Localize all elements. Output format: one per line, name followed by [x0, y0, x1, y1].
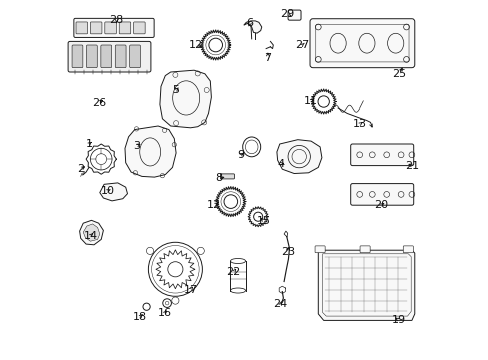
Text: 5: 5: [172, 85, 179, 95]
Text: 18: 18: [133, 312, 147, 322]
Text: 2: 2: [77, 164, 84, 174]
FancyBboxPatch shape: [359, 246, 369, 253]
Text: 23: 23: [280, 247, 294, 257]
FancyBboxPatch shape: [119, 22, 130, 34]
FancyBboxPatch shape: [68, 41, 151, 72]
Polygon shape: [83, 224, 100, 241]
Text: 29: 29: [280, 9, 294, 19]
Text: 12: 12: [188, 40, 203, 50]
Text: 13: 13: [352, 119, 366, 129]
FancyBboxPatch shape: [314, 246, 325, 253]
Text: 19: 19: [391, 315, 406, 325]
Polygon shape: [80, 220, 103, 245]
FancyBboxPatch shape: [76, 22, 87, 34]
FancyBboxPatch shape: [86, 45, 97, 68]
FancyBboxPatch shape: [90, 22, 102, 34]
Text: 6: 6: [246, 18, 253, 28]
Text: 10: 10: [101, 186, 115, 196]
Polygon shape: [100, 183, 127, 201]
Text: 1: 1: [85, 139, 92, 149]
Text: 26: 26: [91, 98, 105, 108]
Polygon shape: [318, 250, 414, 320]
Text: 24: 24: [273, 299, 287, 309]
FancyBboxPatch shape: [350, 144, 413, 166]
Text: 28: 28: [109, 15, 123, 25]
Text: 7: 7: [264, 53, 271, 63]
FancyBboxPatch shape: [287, 10, 301, 20]
Text: 15: 15: [257, 216, 271, 226]
Polygon shape: [125, 126, 176, 177]
FancyBboxPatch shape: [129, 45, 140, 68]
Polygon shape: [244, 21, 261, 33]
FancyBboxPatch shape: [220, 174, 234, 179]
Text: 21: 21: [404, 161, 418, 171]
Text: 12: 12: [206, 200, 221, 210]
FancyBboxPatch shape: [309, 19, 414, 68]
Text: 11: 11: [304, 96, 318, 106]
Text: 4: 4: [276, 159, 284, 169]
FancyBboxPatch shape: [74, 18, 154, 37]
Text: 16: 16: [157, 308, 171, 318]
Polygon shape: [160, 70, 211, 128]
FancyBboxPatch shape: [104, 22, 116, 34]
FancyBboxPatch shape: [403, 246, 412, 253]
FancyBboxPatch shape: [115, 45, 126, 68]
FancyBboxPatch shape: [350, 184, 413, 205]
Text: 8: 8: [215, 173, 223, 183]
Text: 3: 3: [133, 141, 140, 151]
Text: 17: 17: [183, 285, 197, 295]
FancyBboxPatch shape: [133, 22, 145, 34]
Text: 25: 25: [391, 69, 406, 79]
Text: 22: 22: [226, 267, 240, 277]
FancyBboxPatch shape: [101, 45, 111, 68]
Text: 14: 14: [83, 231, 97, 241]
Text: 9: 9: [237, 150, 244, 160]
FancyBboxPatch shape: [72, 45, 82, 68]
Polygon shape: [276, 140, 321, 174]
Text: 27: 27: [294, 40, 308, 50]
Text: 20: 20: [373, 200, 387, 210]
